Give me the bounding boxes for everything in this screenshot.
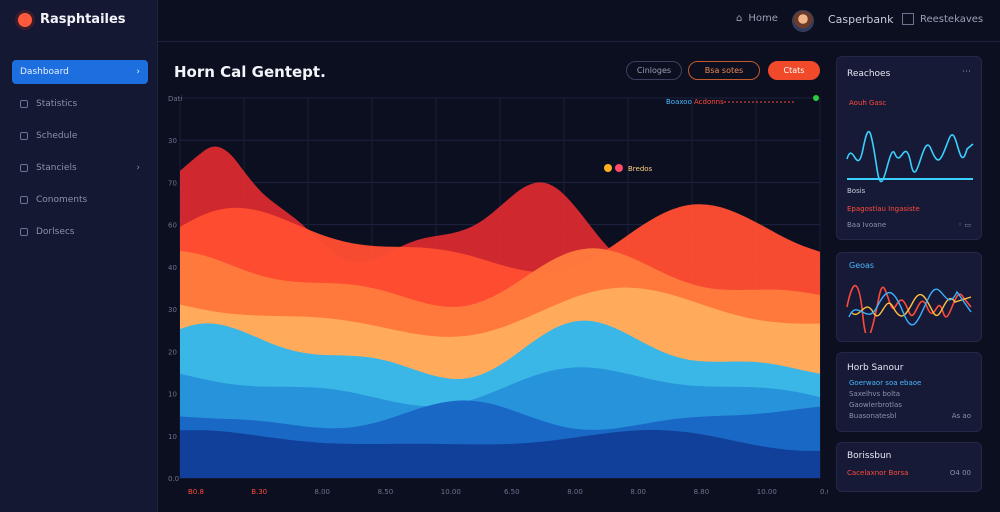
y-tick-label: 0.0: [168, 475, 179, 483]
y-tick-label: 10: [168, 433, 177, 441]
more-icon[interactable]: ⋯: [962, 67, 971, 77]
home-icon: ⌂: [736, 13, 743, 24]
chart-icon: [20, 100, 28, 108]
annotation-dot: [604, 164, 612, 172]
settings-link[interactable]: Reestekaves: [902, 13, 983, 25]
panel-horb: Horb Sanour Goerwaor soa ebaoe Saxelhvs …: [836, 352, 982, 432]
brand[interactable]: Rasphtailes: [18, 12, 126, 27]
filter-button-2[interactable]: Bsa sotes: [688, 61, 760, 80]
panel-title: Borissbun: [847, 451, 892, 461]
y-tick-label: 40: [168, 264, 177, 272]
panel-foot-1: Bosis: [847, 187, 866, 195]
legend-dot: [813, 95, 819, 101]
panel-actions[interactable]: ◦ ▭: [958, 221, 971, 229]
y-tick-label: 20: [168, 348, 177, 356]
y-tick-label: Dati: [168, 95, 182, 103]
panel-line: Saxelhvs bolta: [849, 390, 901, 398]
sidebar-item-conoments[interactable]: Conoments: [12, 188, 148, 212]
panel-reachoes: Reachoes ⋯ Aouh Gasc Bosis Epagostlau In…: [836, 56, 982, 240]
primary-button[interactable]: Ctats: [768, 61, 820, 80]
x-tick-label: 0.00: [820, 488, 828, 496]
x-tick-label: 8.00: [567, 488, 583, 496]
x-tick-label: 8.50: [378, 488, 394, 496]
sidebar-nav: Dashboard › Statistics Schedule Stanciel…: [12, 60, 148, 252]
panel-title: Geoas: [849, 261, 875, 270]
annotation-label: Bredos: [628, 165, 653, 173]
area-chart-svg: Dati 30 70 60 40 30 20 10 10 0.0 B0.8 B.30 8.00 8.50 1…: [168, 95, 836, 496]
panel-foot-3: Baa Ivoane: [847, 221, 887, 229]
sidebar-item-label: Statistics: [36, 99, 78, 109]
panel-title: Reachoes: [847, 69, 891, 79]
annotation-dot: [615, 164, 623, 172]
x-tick-label: B0.8: [188, 488, 204, 496]
sidebar-item-label: Dashboard: [20, 67, 69, 77]
y-tick-label: 10: [168, 391, 177, 399]
topbar: ⌂ Home Casperbank Reestekaves: [158, 0, 1000, 42]
sidebar-item-dashboard[interactable]: Dashboard ›: [12, 60, 148, 84]
user-name[interactable]: Casperbank: [828, 13, 894, 26]
sparkline-1: [846, 130, 974, 183]
chevron-right-icon: ›: [136, 163, 140, 173]
sidebar-item-statistics[interactable]: Statistics: [12, 92, 148, 116]
x-tick-label: 8.00: [630, 488, 646, 496]
logo-icon: [18, 12, 32, 27]
panel-line: Gaowlerbrotlas: [849, 401, 902, 409]
area-chart: Dati 30 70 60 40 30 20 10 10 0.0 B0.8 B.30 8.00 8.50 1…: [166, 92, 836, 502]
panel-line: Buasonatesbl: [849, 412, 897, 420]
panel-title: Horb Sanour: [847, 363, 904, 373]
sidebar-item-label: Dorlsecs: [36, 227, 75, 237]
panel-foot: O4 00: [949, 469, 971, 477]
x-tick-label: 8.80: [694, 488, 710, 496]
y-tick-label: 30: [168, 137, 177, 145]
legend-label: Acdonns: [694, 98, 724, 106]
document-icon: [20, 228, 28, 236]
y-tick-label: 60: [168, 222, 177, 230]
panel-sub: Cacelaxnor Borsa: [847, 469, 909, 477]
sidebar-item-label: Conoments: [36, 195, 88, 205]
area-series-8: [180, 429, 820, 478]
chevron-right-icon: ›: [136, 67, 140, 77]
panel-foot-2: Epagostlau Ingasiste: [847, 205, 920, 213]
calendar-icon: [20, 132, 28, 140]
sidebar-item-label: Schedule: [36, 131, 78, 141]
panel-foot: As ao: [951, 412, 971, 420]
page-title: Horn Cal Gentept.: [174, 63, 326, 81]
panel-label: Aouh Gasc: [849, 99, 887, 107]
grid-icon: [902, 13, 914, 25]
avatar[interactable]: [792, 10, 814, 32]
x-tick-label: 10.00: [757, 488, 777, 496]
globe-icon: [20, 196, 28, 204]
x-tick-label: 10.00: [441, 488, 461, 496]
home-link[interactable]: ⌂ Home: [736, 13, 778, 24]
sidebar-item-dorlsecs[interactable]: Dorlsecs: [12, 220, 148, 244]
filter-button-1[interactable]: Cinloges: [626, 61, 682, 80]
y-tick-label: 30: [168, 306, 177, 314]
sidebar-item-stanciels[interactable]: Stanciels ›: [12, 156, 148, 180]
sidebar-item-schedule[interactable]: Schedule: [12, 124, 148, 148]
legend-label: Boaxoo: [666, 98, 692, 106]
sparkline-2: [846, 284, 972, 333]
panel-line: Goerwaor soa ebaoe: [849, 379, 922, 387]
panel-geoas: Geoas: [836, 252, 982, 342]
x-tick-label: B.30: [251, 488, 267, 496]
panel-borissbun: Borissbun Cacelaxnor Borsa O4 00: [836, 442, 982, 492]
sidebar-item-label: Stanciels: [36, 163, 77, 173]
y-tick-label: 70: [168, 179, 177, 187]
app-title: Rasphtailes: [40, 12, 126, 27]
x-tick-label: 8.00: [314, 488, 330, 496]
sidebar: Rasphtailes Dashboard › Statistics Sched…: [0, 0, 158, 512]
x-tick-label: 6.50: [504, 488, 520, 496]
folder-icon: [20, 164, 28, 172]
